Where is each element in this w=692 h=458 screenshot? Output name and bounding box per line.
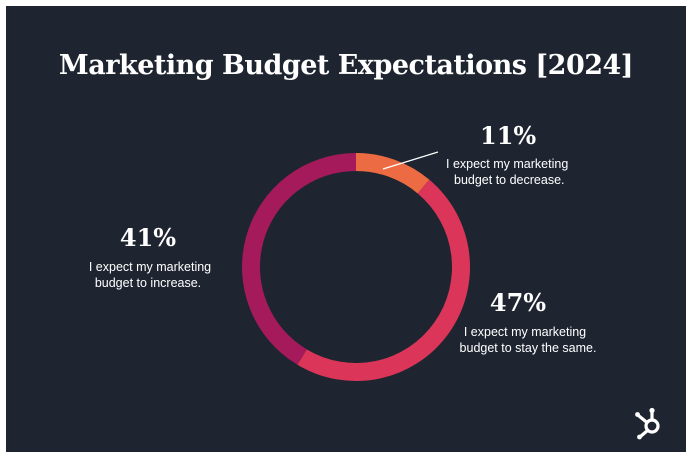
donut-chart: 11% I expect my marketing budget to decr…	[89, 121, 597, 382]
increase-description-line-1: I expect my marketing	[89, 260, 211, 274]
donut-slice-stay-same	[297, 179, 471, 382]
donut-slice-decrease	[356, 153, 430, 194]
decrease-leader-line	[382, 151, 439, 170]
increase-description-line-2: budget to increase.	[95, 276, 201, 290]
stay-same-description-line-1: I expect my marketing	[464, 325, 586, 339]
decrease-description-line-2: budget to decrease.	[454, 173, 565, 187]
infographic-card: Marketing Budget Expectations [2024] 11%…	[6, 6, 686, 452]
decrease-percent-label: 11%	[480, 121, 536, 150]
increase-percent-label: 41%	[120, 223, 176, 252]
decrease-description-line-1: I expect my marketing	[446, 157, 568, 171]
stay-same-description-line-2: budget to stay the same.	[460, 341, 597, 355]
donut-slices	[242, 153, 471, 382]
hubspot-sprocket-icon	[635, 407, 660, 440]
chart-title: Marketing Budget Expectations [2024]	[58, 50, 634, 81]
donut-slice-increase	[242, 153, 356, 365]
stay-same-percent-label: 47%	[490, 288, 546, 317]
